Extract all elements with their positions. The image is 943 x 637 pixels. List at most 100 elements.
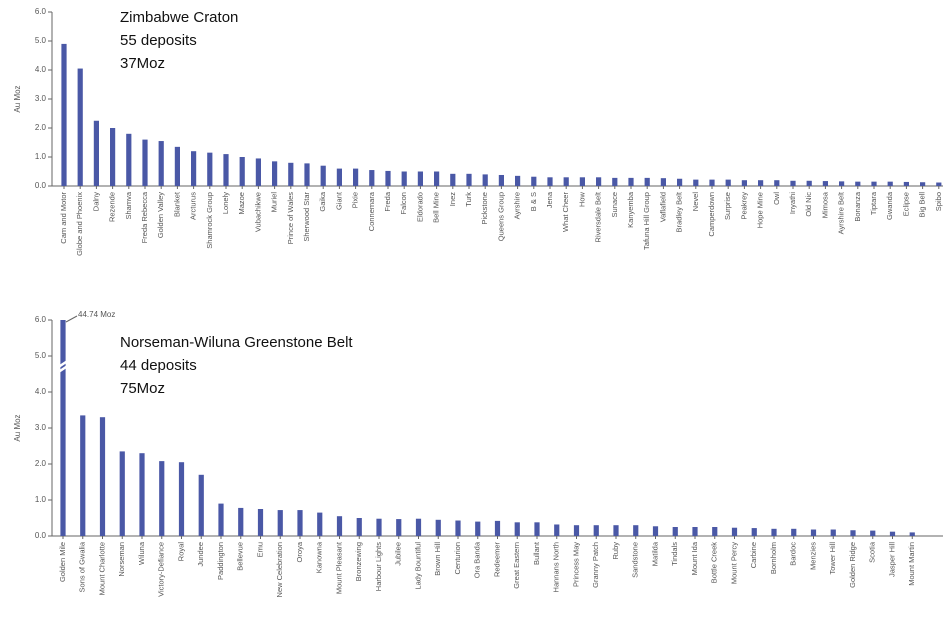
bar xyxy=(191,151,197,186)
x-tick-label: Granny Patch xyxy=(591,542,600,588)
x-tick-label: Mount Pleasant xyxy=(334,541,343,594)
x-tick-label: Matilda xyxy=(650,541,659,566)
x-tick-label: Blanket xyxy=(172,191,181,217)
x-tick-label: Owl xyxy=(772,192,781,205)
x-tick-label: Golden Ridge xyxy=(848,542,857,588)
bar xyxy=(61,43,67,187)
x-tick-label: Gaika xyxy=(318,191,327,211)
y-axis-label: Au Moz xyxy=(13,414,22,441)
x-tick-label: Redeemer xyxy=(492,542,501,578)
bar xyxy=(850,530,856,536)
x-tick-label: Hope Mine xyxy=(756,192,765,228)
bar xyxy=(751,528,757,536)
bar xyxy=(920,182,926,186)
x-tick-label: Shamva xyxy=(124,191,133,219)
bar xyxy=(385,170,391,186)
bar xyxy=(320,165,326,186)
bar xyxy=(277,510,283,536)
bar xyxy=(628,177,634,186)
bar xyxy=(633,525,639,536)
x-tick-label: Turk xyxy=(464,192,473,207)
x-tick-label: Sandstone xyxy=(631,542,640,578)
y-tick-label: 2.0 xyxy=(35,123,47,132)
bar xyxy=(317,512,323,536)
x-tick-label: Rezende xyxy=(108,192,117,222)
bar xyxy=(119,451,125,536)
x-tick-label: Centurion xyxy=(453,542,462,575)
bar xyxy=(142,139,148,186)
bar xyxy=(731,527,738,536)
x-tick-label: Sherwood Star xyxy=(302,192,311,242)
bar xyxy=(822,181,828,186)
x-tick-label: Arcturus xyxy=(189,192,198,220)
bar xyxy=(455,520,461,536)
bar xyxy=(158,141,164,186)
x-tick-label: Peakrey xyxy=(739,192,748,220)
x-tick-label: Eclipse xyxy=(901,192,910,216)
bar xyxy=(758,180,764,186)
x-tick-label: Tower Hill xyxy=(828,542,837,575)
bar xyxy=(255,158,261,186)
bar xyxy=(218,503,224,536)
x-tick-label: Shamrock Group xyxy=(205,192,214,249)
value-label: 44.74 Moz xyxy=(78,310,115,319)
y-tick-label: 3.0 xyxy=(35,94,47,103)
x-tick-label: Bottle Creek xyxy=(710,542,719,584)
x-tick-label: Bornholm xyxy=(769,542,778,574)
x-tick-label: Kanowna xyxy=(315,541,324,573)
bar xyxy=(336,516,343,536)
bar xyxy=(159,461,165,536)
bar xyxy=(450,173,456,186)
bar xyxy=(207,152,213,186)
x-tick-label: Brown Hill xyxy=(433,542,442,576)
bar xyxy=(909,532,915,536)
bar xyxy=(830,529,836,536)
x-tick-label: Bronzewing xyxy=(354,542,363,581)
bar xyxy=(596,177,602,186)
x-tick-label: Sons of Gwalia xyxy=(78,541,87,592)
x-tick-label: Freda Rebecca xyxy=(140,191,149,243)
x-tick-label: How xyxy=(577,191,586,207)
label-leader xyxy=(65,315,78,323)
bar xyxy=(791,528,797,536)
bar xyxy=(304,163,310,186)
bar xyxy=(110,128,116,186)
bar xyxy=(60,320,66,536)
x-tick-label: Dalny xyxy=(91,192,100,211)
x-tick-label: Kanyemba xyxy=(626,191,635,228)
y-axis-label: Au Moz xyxy=(13,85,22,112)
bar xyxy=(774,180,780,186)
bar xyxy=(936,182,942,186)
bar xyxy=(356,518,362,536)
x-tick-label: Tafuna Hill Group xyxy=(642,192,651,250)
x-tick-label: Ora Banda xyxy=(473,541,482,578)
bar xyxy=(579,177,585,186)
x-tick-label: Royal xyxy=(176,542,185,562)
x-tick-label: Tiptara xyxy=(869,191,878,215)
y-tick-label: 5.0 xyxy=(35,36,47,45)
x-tick-label: Mount Percy xyxy=(729,542,738,584)
x-tick-label: Jubilee xyxy=(394,542,403,566)
bar xyxy=(80,415,86,536)
x-tick-label: Scotia xyxy=(868,541,877,563)
x-tick-label: Inez xyxy=(448,192,457,206)
x-tick-label: Bonanza xyxy=(853,191,862,221)
y-tick-label: 6.0 xyxy=(35,7,47,16)
bar xyxy=(593,525,599,536)
x-tick-label: Riversdale Belt xyxy=(594,191,603,242)
bar xyxy=(353,168,359,186)
y-tick-label: 3.0 xyxy=(35,423,47,432)
chart-title: Zimbabwe Craton xyxy=(120,9,238,26)
x-tick-label: Bellevue xyxy=(236,542,245,571)
x-tick-label: Princess May xyxy=(571,542,580,587)
x-tick-label: Mount Charlotte xyxy=(97,542,106,595)
y-tick-label: 4.0 xyxy=(35,387,47,396)
x-tick-label: Bell Mine xyxy=(432,192,441,223)
x-tick-label: Paddington xyxy=(216,542,225,580)
x-tick-label: Camperdown xyxy=(707,192,716,237)
bar xyxy=(494,520,501,536)
bar xyxy=(435,519,441,536)
bar xyxy=(613,525,619,536)
bar xyxy=(563,177,569,186)
